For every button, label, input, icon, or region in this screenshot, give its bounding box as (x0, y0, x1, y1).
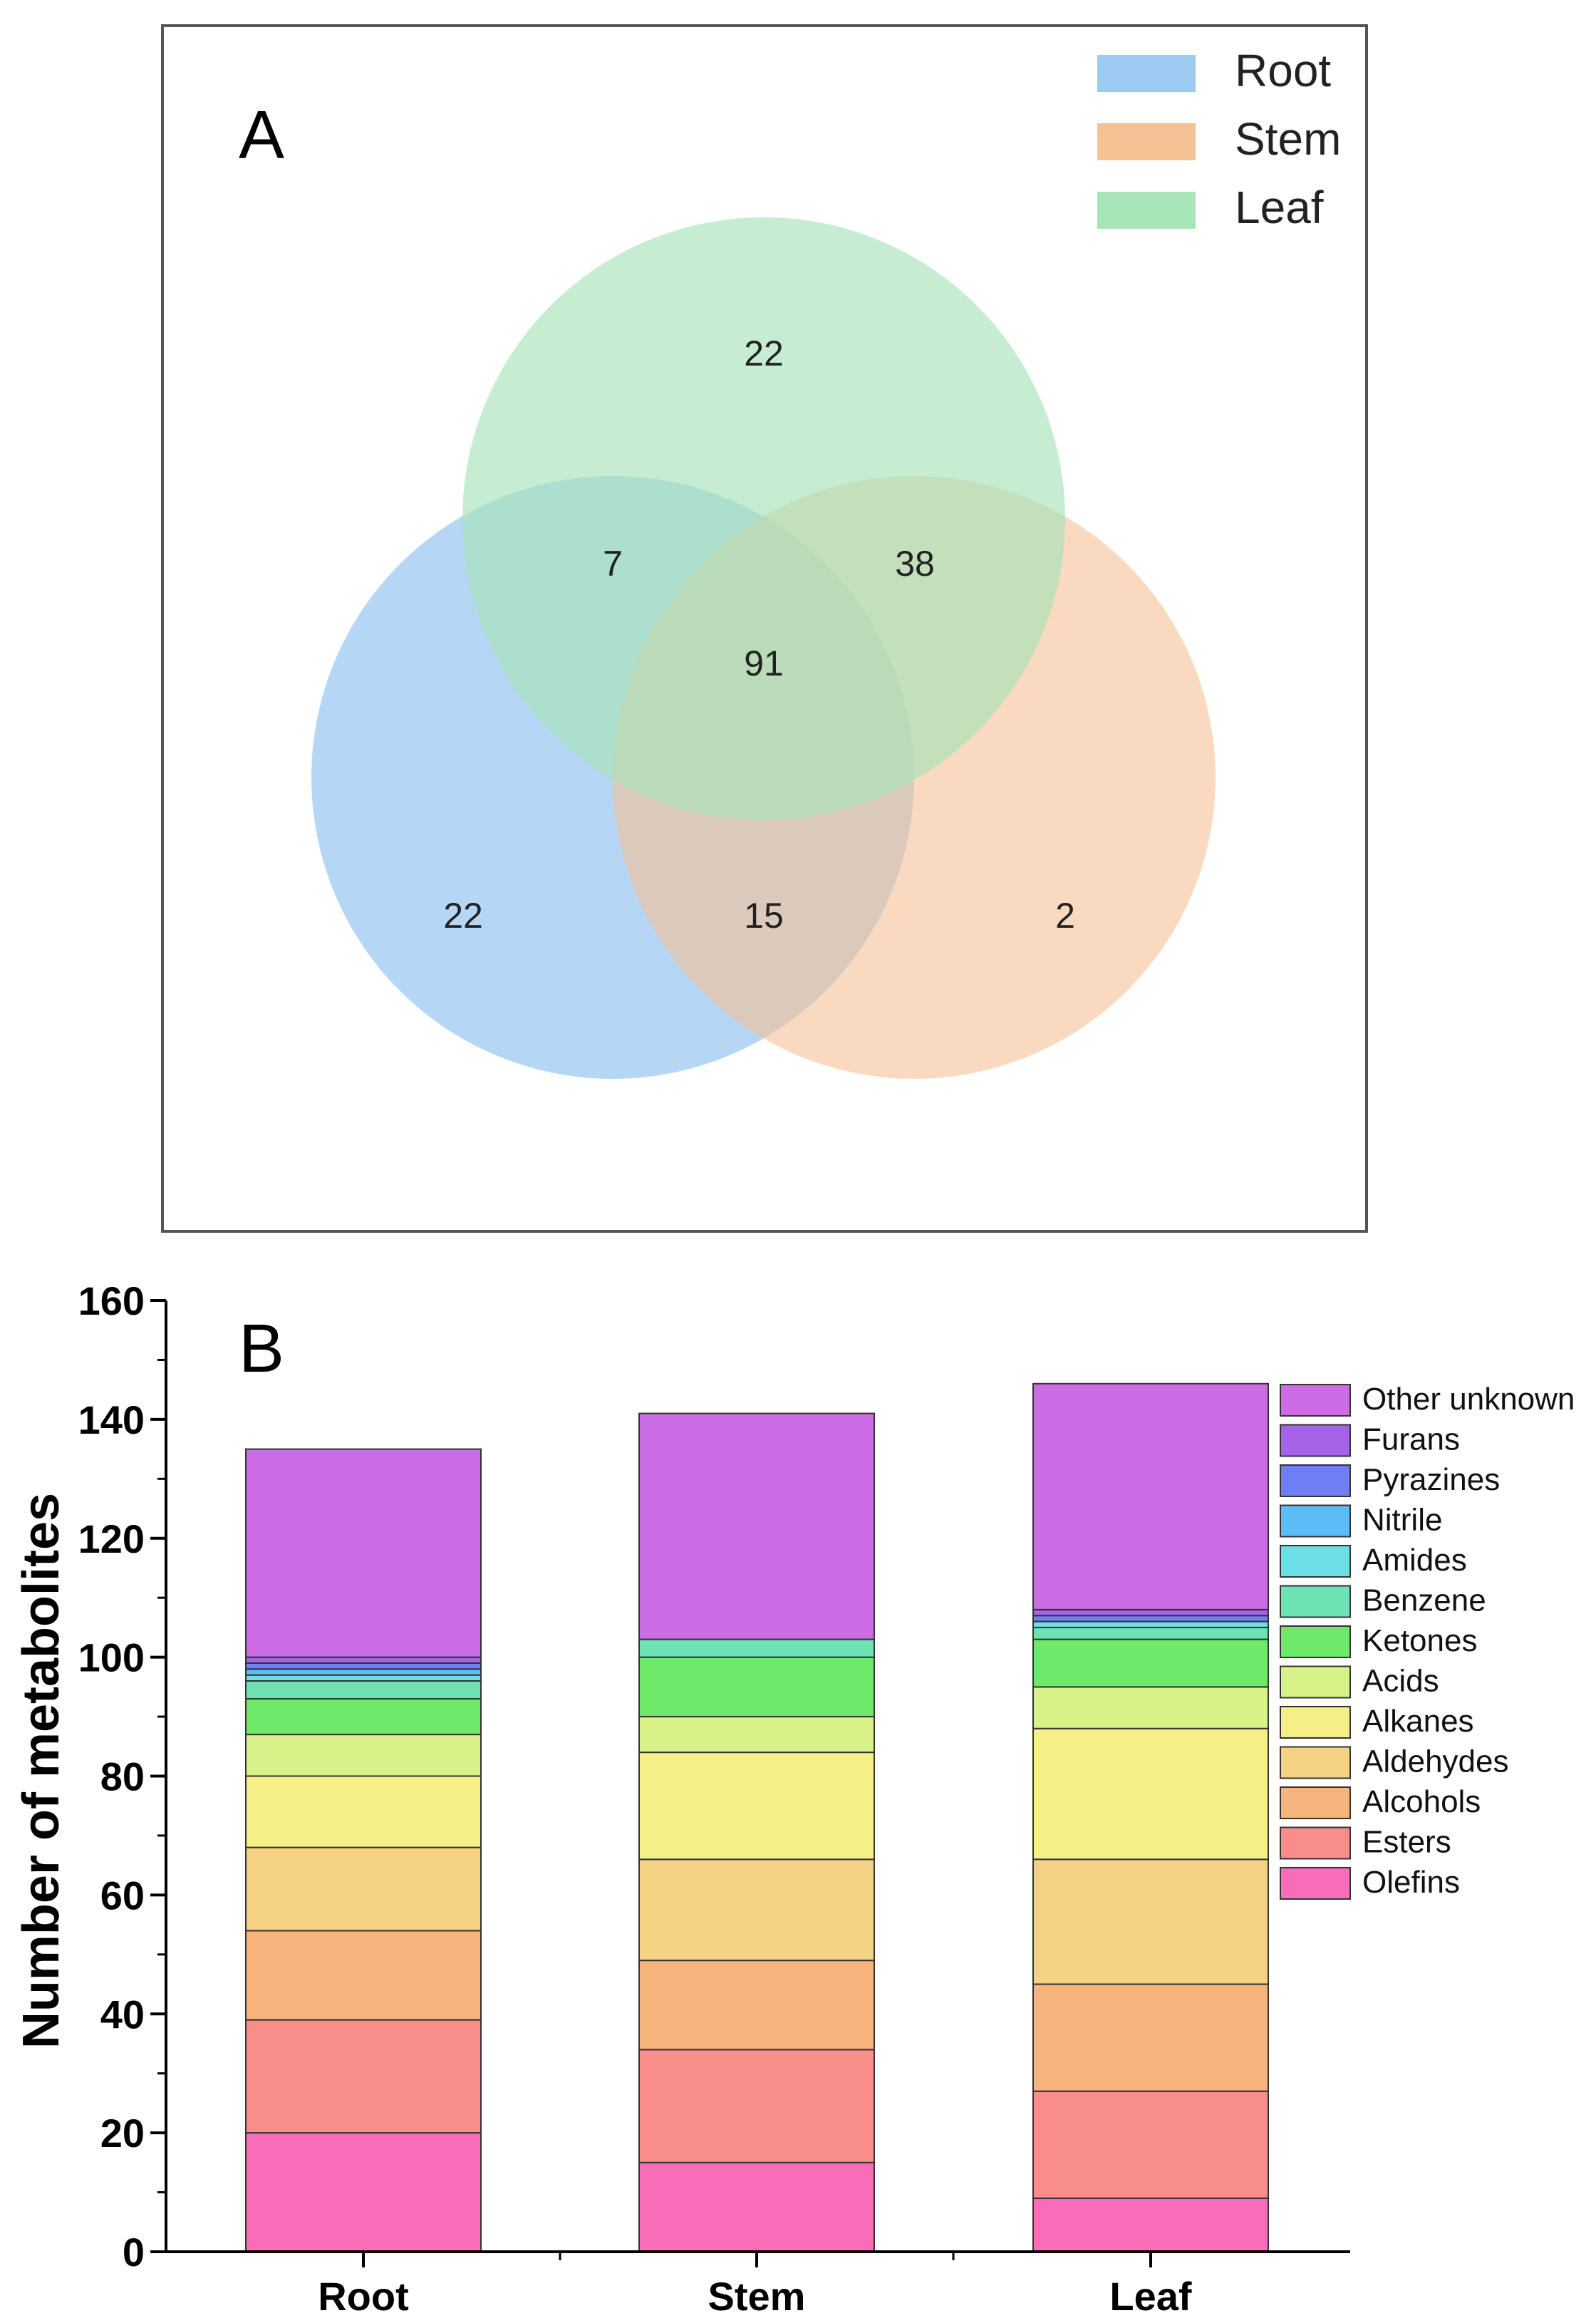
bar-segment-leaf-olefins (1032, 2197, 1269, 2252)
bar-segment-leaf-aldehydes (1032, 1858, 1269, 1985)
y-tick-label: 40 (100, 1992, 145, 2037)
venn-count-root-only: 22 (443, 896, 483, 936)
bar-legend-label: Esters (1362, 1825, 1451, 1860)
bar-segment-stem-aldehydes (638, 1858, 875, 1962)
venn-count-root-stem: 15 (744, 896, 784, 936)
bar-segment-leaf-ketones (1032, 1638, 1269, 1688)
bar-legend-swatch (1280, 1384, 1351, 1417)
bar-legend: Other unknown Furans Pyrazines Nitrile Amide… (1280, 1382, 1575, 1900)
panel-b-label: B (239, 1310, 284, 1387)
bar-segment-root-amides (245, 1674, 482, 1682)
panel-a-venn: A 22 7 38 91 22 15 2 Root Stem Leaf (161, 24, 1368, 1233)
venn-count-stem-leaf: 38 (895, 544, 935, 584)
bar-segment-leaf-esters (1032, 2090, 1269, 2199)
bar-legend-label: Acids (1362, 1664, 1439, 1699)
bar-segment-leaf-alcohols (1032, 1983, 1269, 2092)
venn-legend: Root Stem Leaf (1097, 45, 1341, 233)
bar-segment-leaf-benzene (1032, 1626, 1269, 1640)
bar-legend-label: Pyrazines (1362, 1462, 1500, 1497)
y-tick-label: 80 (100, 1754, 145, 1799)
venn-legend-swatch-stem (1097, 123, 1196, 160)
bar-legend-swatch (1280, 1706, 1351, 1739)
bar-legend-swatch (1280, 1826, 1351, 1860)
bar-segment-leaf-alkanes (1032, 1727, 1269, 1861)
x-tick-label-leaf: Leaf (1109, 2274, 1191, 2319)
venn-legend-swatch-root (1097, 55, 1196, 92)
bar-segment-stem-benzene (638, 1638, 875, 1658)
y-tick-label: 140 (78, 1397, 145, 1442)
y-axis: 0 20 40 60 80 100 120 140 160 (78, 1278, 167, 2275)
bar-segment-stem-olefins (638, 2161, 875, 2252)
bar-legend-label: Aldehydes (1362, 1744, 1508, 1779)
bar-segment-leaf-furans (1032, 1608, 1269, 1617)
venn-count-stem-only: 2 (1055, 896, 1075, 936)
bar-segment-root-aldehydes (245, 1846, 482, 1932)
y-tick-label: 0 (123, 2230, 145, 2275)
bar-segment-stem-alcohols (638, 1960, 875, 2051)
y-tick-label: 120 (78, 1516, 145, 1561)
bar-legend-label: Benzene (1362, 1583, 1486, 1618)
bar-segment-root-furans (245, 1656, 482, 1664)
y-tick-label: 60 (100, 1873, 145, 1918)
bar-legend-swatch (1280, 1585, 1351, 1618)
venn-legend-swatch-leaf (1097, 192, 1196, 229)
bar-legend-swatch (1280, 1867, 1351, 1900)
y-axis-title: Number of metabolites (13, 1493, 70, 2049)
bar-legend-label: Olefins (1362, 1865, 1460, 1900)
y-tick-label: 20 (100, 2111, 145, 2156)
panel-a-label: A (239, 97, 284, 173)
venn-count-leaf-only: 22 (744, 333, 784, 373)
bar-legend-swatch (1280, 1424, 1351, 1457)
bar-legend-label: Amides (1362, 1543, 1467, 1578)
panel-b-bar-chart: B Number of metabolites 0 20 40 60 80 100 120 1… (13, 1278, 1575, 2319)
y-tick-label: 160 (78, 1278, 145, 1323)
bar-segment-stem-acids (638, 1716, 875, 1754)
bar-segment-root-pyrazines (245, 1662, 482, 1670)
x-axis: Root Stem Leaf (166, 2250, 1350, 2319)
venn-count-all: 91 (744, 643, 784, 683)
bar-legend-swatch (1280, 1464, 1351, 1497)
bar-segment-root-alcohols (245, 1930, 482, 2021)
bar-legend-swatch (1280, 1746, 1351, 1779)
bar-segment-root-esters (245, 2019, 482, 2134)
bar-legend-label: Nitrile (1362, 1503, 1442, 1538)
venn-legend-label-stem: Stem (1235, 113, 1341, 165)
bar-segment-stem-other-unknown (638, 1412, 875, 1640)
bar-legend-swatch (1280, 1625, 1351, 1658)
bar-segment-leaf-acids (1032, 1686, 1269, 1729)
bar-segment-leaf-other-unknown (1032, 1382, 1269, 1610)
bar-legend-swatch (1280, 1504, 1351, 1538)
bar-segment-leaf-amides (1032, 1620, 1269, 1628)
bar-segment-root-olefins (245, 2132, 482, 2252)
bar-segment-root-other-unknown (245, 1448, 482, 1658)
bar-segment-root-alkanes (245, 1775, 482, 1848)
bar-legend-label: Alkanes (1362, 1704, 1474, 1739)
x-tick-label-stem: Stem (708, 2274, 806, 2319)
bar-segment-root-nitrile (245, 1668, 482, 1676)
x-tick-label-root: Root (318, 2274, 409, 2319)
bar-legend-swatch (1280, 1786, 1351, 1819)
bar-legend-label: Ketones (1362, 1623, 1477, 1658)
bar-legend-label: Other unknown (1362, 1382, 1575, 1417)
bar-segment-stem-alkanes (638, 1752, 875, 1861)
venn-legend-label-root: Root (1235, 45, 1331, 96)
bar-segment-stem-esters (638, 2049, 875, 2163)
bar-segment-stem-ketones (638, 1656, 875, 1718)
bar-segment-root-benzene (245, 1680, 482, 1700)
bar-segment-root-acids (245, 1734, 482, 1777)
venn-count-root-leaf: 7 (603, 544, 623, 584)
y-tick-label: 100 (78, 1635, 145, 1680)
venn-circle-leaf (462, 217, 1065, 820)
bar-legend-swatch (1280, 1665, 1351, 1699)
bar-stack-group (245, 1382, 1269, 2252)
bar-segment-root-ketones (245, 1698, 482, 1736)
bar-legend-label: Furans (1362, 1422, 1460, 1457)
bar-legend-label: Alcohols (1362, 1784, 1481, 1819)
bar-segment-leaf-pyrazines (1032, 1615, 1269, 1623)
venn-legend-label-leaf: Leaf (1235, 182, 1324, 233)
bar-legend-swatch (1280, 1545, 1351, 1578)
